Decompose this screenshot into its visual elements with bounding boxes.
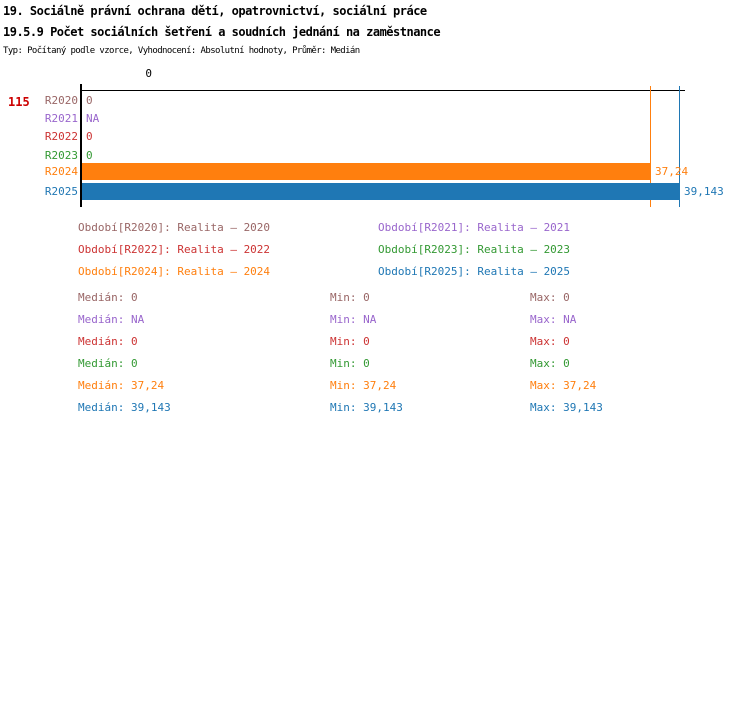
value-label-r2021: NA	[86, 112, 100, 125]
row-label-r2023: R2023	[44, 149, 78, 162]
median-line-r2024	[650, 86, 651, 207]
bar-r2025	[82, 183, 679, 200]
stat-median-r2023: Medián: 0	[78, 357, 138, 370]
stat-median-r2024: Medián: 37,24	[78, 379, 165, 392]
value-label-r2022: 0	[86, 130, 93, 143]
stat-median-r2025: Medián: 39,143	[78, 401, 171, 414]
row-label-r2025: R2025	[44, 185, 78, 198]
stat-min-r2023: Min: 0	[330, 357, 370, 370]
page-title: 19. Sociálně právní ochrana dětí, opatro…	[3, 4, 427, 18]
stat-max-r2024: Max: 37,24	[530, 379, 597, 392]
stat-median-r2022: Medián: 0	[78, 335, 138, 348]
axis-tick-zero-label: 0	[145, 67, 152, 80]
stat-median-r2021: Medián: NA	[78, 313, 145, 326]
value-label-r2024: 37,24	[655, 165, 689, 178]
legend-item-r2022: Období[R2022]: Realita – 2022	[78, 243, 271, 256]
indicator-id: 115	[8, 95, 30, 109]
stat-min-r2021: Min: NA	[330, 313, 377, 326]
stat-max-r2025: Max: 39,143	[530, 401, 603, 414]
legend-item-r2023: Období[R2023]: Realita – 2023	[378, 243, 571, 256]
row-label-r2024: R2024	[44, 165, 78, 178]
chart-title: 19.5.9 Počet sociálních šetření a soudní…	[3, 25, 441, 39]
bar-r2024	[82, 163, 650, 180]
stat-max-r2020: Max: 0	[530, 291, 570, 304]
legend-item-r2025: Období[R2025]: Realita – 2025	[378, 265, 571, 278]
row-label-r2021: R2021	[44, 112, 78, 125]
chart-area: 115 0 R2020 R2021 R2022 R2023 R2024 R202…	[0, 60, 750, 210]
stat-median-r2020: Medián: 0	[78, 291, 138, 304]
stat-min-r2025: Min: 39,143	[330, 401, 403, 414]
stat-min-r2022: Min: 0	[330, 335, 370, 348]
legend-item-r2020: Období[R2020]: Realita – 2020	[78, 221, 271, 234]
value-label-r2020: 0	[86, 94, 93, 107]
median-line-r2025	[679, 86, 680, 207]
value-label-r2025: 39,143	[684, 185, 724, 198]
row-label-r2020: R2020	[44, 94, 78, 107]
y-axis-line	[80, 84, 82, 207]
legend-item-r2024: Období[R2024]: Realita – 2024	[78, 265, 271, 278]
stat-min-r2020: Min: 0	[330, 291, 370, 304]
chart-subtitle: Typ: Počítaný podle vzorce, Vyhodnocení:…	[3, 46, 360, 56]
stat-max-r2021: Max: NA	[530, 313, 577, 326]
row-label-r2022: R2022	[44, 130, 78, 143]
stat-max-r2022: Max: 0	[530, 335, 570, 348]
stat-min-r2024: Min: 37,24	[330, 379, 397, 392]
x-axis-top-line	[80, 90, 685, 91]
legend-item-r2021: Období[R2021]: Realita – 2021	[378, 221, 571, 234]
stat-max-r2023: Max: 0	[530, 357, 570, 370]
value-label-r2023: 0	[86, 149, 93, 162]
